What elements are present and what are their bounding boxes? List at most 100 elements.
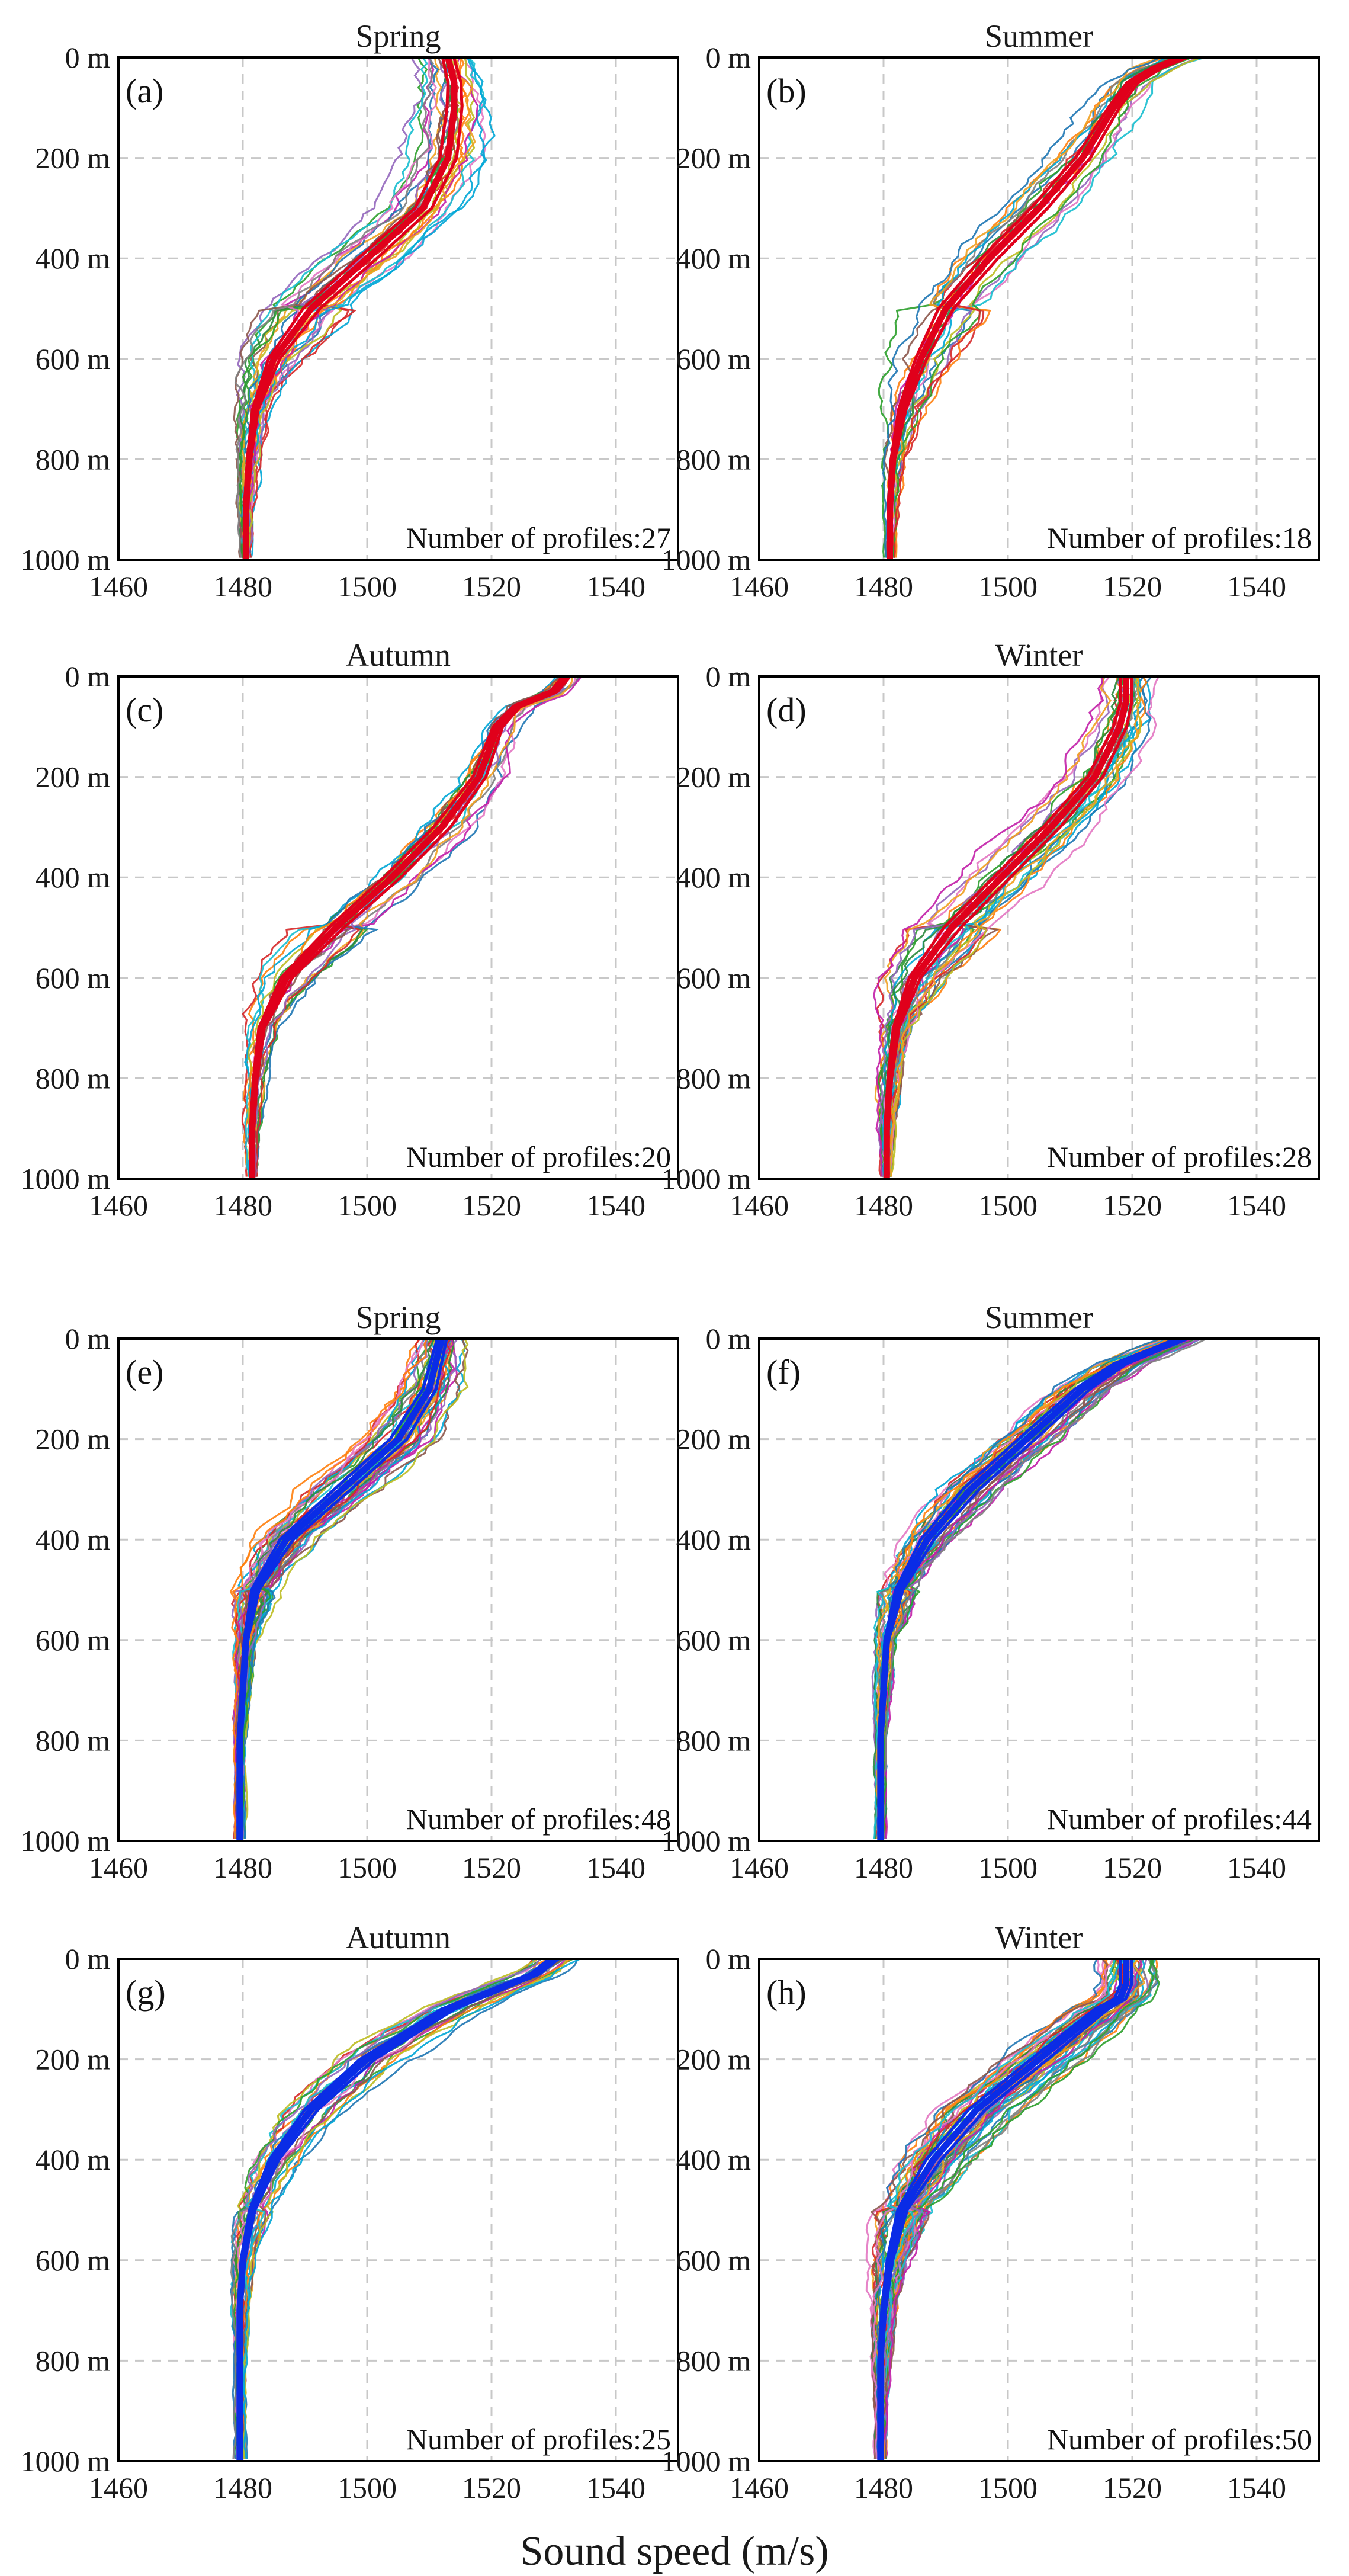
profile-line xyxy=(887,57,1170,558)
profile-line xyxy=(892,57,1166,558)
profile-line xyxy=(255,676,574,1177)
mean-profile-group xyxy=(877,1959,1133,2461)
profile-line xyxy=(238,57,453,558)
x-tick-label: 1540 xyxy=(586,1851,645,1884)
y-tick-label: 800 m xyxy=(36,1724,111,1757)
profile-line xyxy=(240,1339,466,1839)
y-tick-label: 0 m xyxy=(706,660,751,693)
profile-line xyxy=(889,57,1166,558)
y-tick-label: 400 m xyxy=(36,1523,111,1556)
profile-count-annotation: Number of profiles:25 xyxy=(406,2423,671,2456)
plot-frame xyxy=(117,1958,679,2462)
plot-frame xyxy=(758,1958,1320,2462)
profile-line xyxy=(892,57,1193,558)
profile-line xyxy=(234,57,435,558)
y-tick-label: 0 m xyxy=(706,1322,751,1355)
mean-profile-line xyxy=(889,57,1189,560)
y-tick-label: 1000 m xyxy=(661,543,751,576)
profile-line xyxy=(246,676,568,1177)
panel-c: 1460 1480 1500 1520 1540 0 m 200 m 400 m 600 m 80… xyxy=(21,637,679,1222)
profile-line xyxy=(873,676,1104,1177)
x-tick-label: 1540 xyxy=(586,2471,645,2504)
panel-e: 1460 1480 1500 1520 1540 0 m 200 m 400 m 600 m 80… xyxy=(21,1300,679,1884)
profile-lines xyxy=(878,57,1205,558)
x-tick-label: 1520 xyxy=(462,2471,521,2504)
y-tick-label: 600 m xyxy=(36,961,111,995)
plot-frame xyxy=(758,675,1320,1180)
panel-f: 1460 1480 1500 1520 1540 0 m 200 m 400 m 600 m 80… xyxy=(661,1300,1320,1884)
x-tick-label: 1460 xyxy=(730,570,789,603)
profile-line xyxy=(882,57,1160,558)
y-tick-label: 0 m xyxy=(65,41,111,74)
x-tick-label: 1500 xyxy=(978,1851,1038,1884)
profile-count-annotation: Number of profiles:44 xyxy=(1047,1802,1312,1836)
profile-line xyxy=(873,1339,1165,1839)
profile-line xyxy=(254,676,567,1177)
profile-line xyxy=(241,676,570,1177)
x-tick-label: 1480 xyxy=(854,1189,913,1222)
profile-line xyxy=(881,1339,1207,1839)
mean-profile-line xyxy=(242,57,458,560)
mean-profile-group xyxy=(236,1339,448,1841)
y-tick-label: 200 m xyxy=(676,142,751,175)
y-tick-label: 800 m xyxy=(676,442,751,476)
x-tick-label: 1460 xyxy=(89,1851,148,1884)
profile-line xyxy=(253,676,568,1177)
panel-label: (e) xyxy=(126,1353,163,1391)
y-tick-label: 0 m xyxy=(706,41,751,74)
profile-line xyxy=(247,676,562,1177)
mean-profile-line xyxy=(239,1959,560,2461)
profile-lines xyxy=(241,676,583,1177)
mean-profile-line xyxy=(251,676,571,1179)
profile-count-annotation: Number of profiles:27 xyxy=(406,521,671,554)
panel-label: (c) xyxy=(126,691,163,729)
y-tick-label: 400 m xyxy=(36,861,111,894)
x-tick-label: 1460 xyxy=(89,1189,148,1222)
panel-label: (h) xyxy=(766,1973,807,2012)
x-tick-label: 1520 xyxy=(1103,1851,1162,1884)
x-tick-label: 1520 xyxy=(462,1189,521,1222)
mean-profile-group xyxy=(883,676,1133,1179)
x-tick-label: 1460 xyxy=(730,2471,789,2504)
profile-line xyxy=(889,57,1161,558)
profile-line xyxy=(878,1339,1170,1839)
mean-profile-line xyxy=(883,676,1129,1179)
plot-frame xyxy=(758,1337,1320,1842)
y-tick-label: 1000 m xyxy=(21,543,111,576)
profile-line xyxy=(252,676,582,1177)
mean-profile-line xyxy=(887,57,1177,560)
y-tick-label: 1000 m xyxy=(21,1162,111,1195)
profile-line xyxy=(249,676,568,1177)
panel-title: Winter xyxy=(995,637,1083,673)
x-tick-label: 1460 xyxy=(89,570,148,603)
profile-line xyxy=(878,57,1171,558)
panel-label: (a) xyxy=(126,72,163,110)
profile-line xyxy=(255,676,565,1177)
y-tick-label: 200 m xyxy=(36,1423,111,1456)
x-tick-label: 1520 xyxy=(462,1851,521,1884)
y-tick-label: 200 m xyxy=(676,2043,751,2076)
profile-count-annotation: Number of profiles:48 xyxy=(406,1802,671,1836)
mean-profile-group xyxy=(877,1339,1189,1841)
y-tick-label: 600 m xyxy=(676,342,751,376)
profile-line xyxy=(233,57,452,558)
profile-count-annotation: Number of profiles:50 xyxy=(1047,2423,1312,2456)
y-tick-label: 800 m xyxy=(36,1061,111,1095)
profile-line xyxy=(232,1959,537,2459)
y-tick-label: 200 m xyxy=(36,761,111,794)
profile-line xyxy=(889,676,1142,1177)
x-tick-label: 1500 xyxy=(978,1189,1038,1222)
profile-line xyxy=(887,57,1189,558)
x-tick-label: 1540 xyxy=(1227,570,1286,603)
y-tick-label: 0 m xyxy=(65,1322,111,1355)
x-tick-label: 1480 xyxy=(854,1851,913,1884)
mean-profile-line xyxy=(886,676,1133,1179)
profile-line xyxy=(255,676,560,1177)
panel-title: Autumn xyxy=(346,637,451,673)
y-tick-label: 400 m xyxy=(36,242,111,275)
profile-lines xyxy=(233,57,496,559)
x-tick-label: 1500 xyxy=(338,2471,397,2504)
x-tick-label: 1480 xyxy=(213,570,272,603)
panel-title: Winter xyxy=(995,1920,1083,1955)
